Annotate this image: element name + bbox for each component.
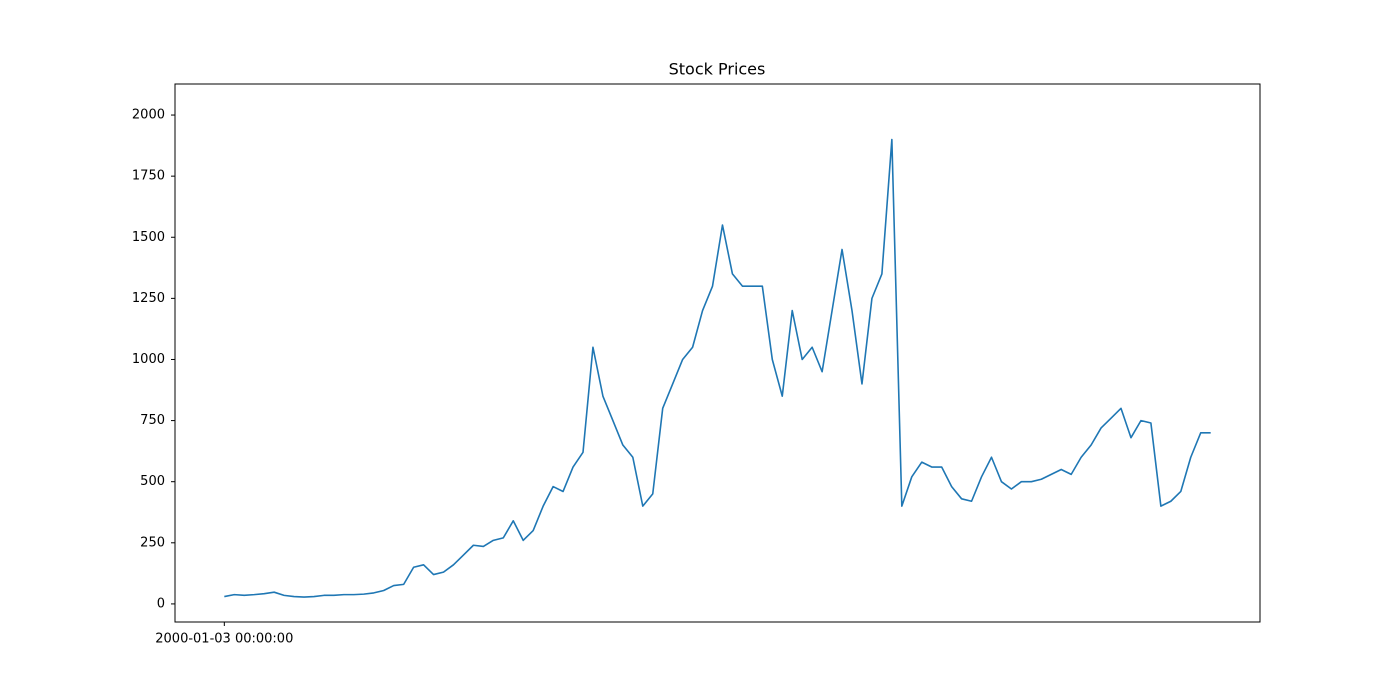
y-tick-label: 2000 xyxy=(132,108,165,123)
y-tick-label: 250 xyxy=(140,535,165,550)
x-tick-label: 2000-01-03 00:00:00 xyxy=(155,632,293,647)
y-tick-label: 1000 xyxy=(132,352,165,367)
y-tick-label: 1250 xyxy=(132,291,165,306)
chart-title: Stock Prices xyxy=(669,60,766,79)
y-tick-label: 1750 xyxy=(132,169,165,184)
y-tick-label: 500 xyxy=(140,474,165,489)
y-tick-label: 1500 xyxy=(132,230,165,245)
y-tick-label: 0 xyxy=(157,596,165,611)
price-line xyxy=(224,138,1211,598)
y-tick-label: 750 xyxy=(140,413,165,428)
plot-frame xyxy=(174,83,1261,623)
